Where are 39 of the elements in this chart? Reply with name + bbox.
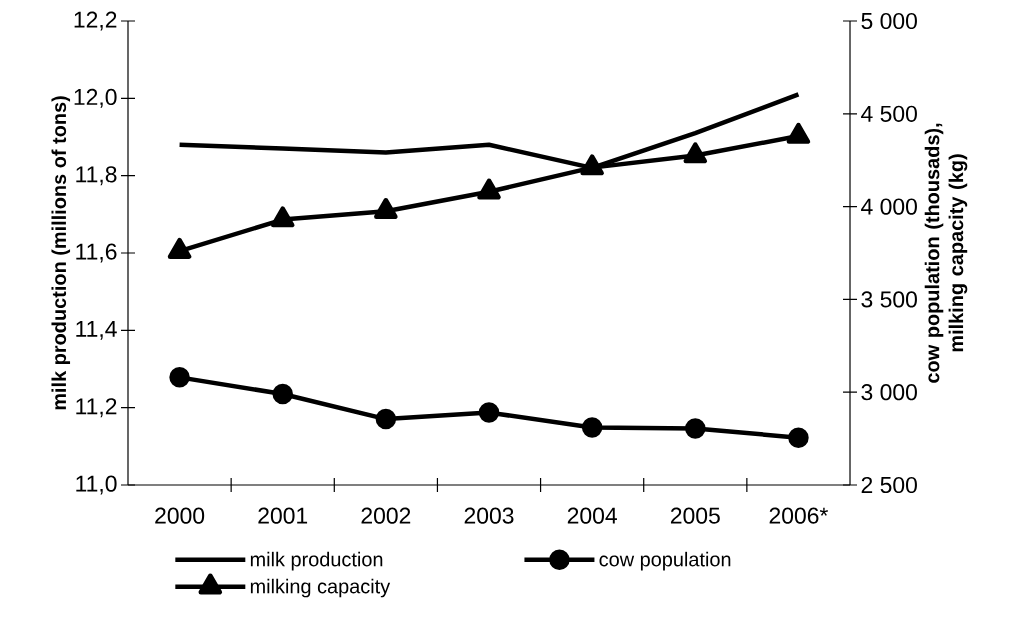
point <box>272 383 293 405</box>
y2-tick-label: 2 500 <box>861 476 917 494</box>
y-tick-label: 12,2 <box>74 11 117 31</box>
x-tick-label: 2005 <box>670 507 720 524</box>
point <box>169 367 190 388</box>
y2-tick-label: 3 000 <box>861 384 917 401</box>
x-tick-label: 2004 <box>567 507 617 524</box>
point <box>581 417 603 438</box>
point <box>786 122 811 144</box>
point <box>270 206 295 228</box>
y-tick-label: 11,8 <box>76 166 117 186</box>
point <box>580 154 604 176</box>
x-tick-label: 2001 <box>258 507 308 524</box>
point <box>683 142 708 164</box>
legend-label: milking capacity <box>250 578 391 598</box>
x-tick-label: 2003 <box>464 507 514 524</box>
y-tick-label: 11,4 <box>76 320 117 340</box>
y-tick-label: 11,2 <box>76 398 117 418</box>
legend-label: milk production <box>250 551 383 571</box>
x-tick-label: 2000 <box>155 507 205 524</box>
y2-tick-label: 5 000 <box>861 12 917 30</box>
point <box>788 427 809 448</box>
point <box>167 237 192 259</box>
y-tick-label: 11,0 <box>76 475 117 495</box>
y2-axis-title: cow population (thousads), milking capacity (kg) <box>924 123 968 383</box>
point <box>477 178 501 200</box>
y-tick-label: 11,6 <box>76 243 117 263</box>
y-axis-title: milk production (millions of tons) <box>51 96 71 410</box>
legend-label: cow population <box>599 551 731 571</box>
y2-tick-label: 4 000 <box>861 198 917 215</box>
point <box>478 402 500 423</box>
y2-tick-label: 3 500 <box>861 291 917 308</box>
x-tick-label: 2006* <box>769 507 829 524</box>
point <box>375 408 397 430</box>
point <box>685 418 706 439</box>
x-tick-label: 2002 <box>361 507 411 524</box>
y-tick-label: 12,0 <box>74 88 117 108</box>
y2-tick-label: 4 500 <box>861 105 917 122</box>
point <box>374 197 398 219</box>
